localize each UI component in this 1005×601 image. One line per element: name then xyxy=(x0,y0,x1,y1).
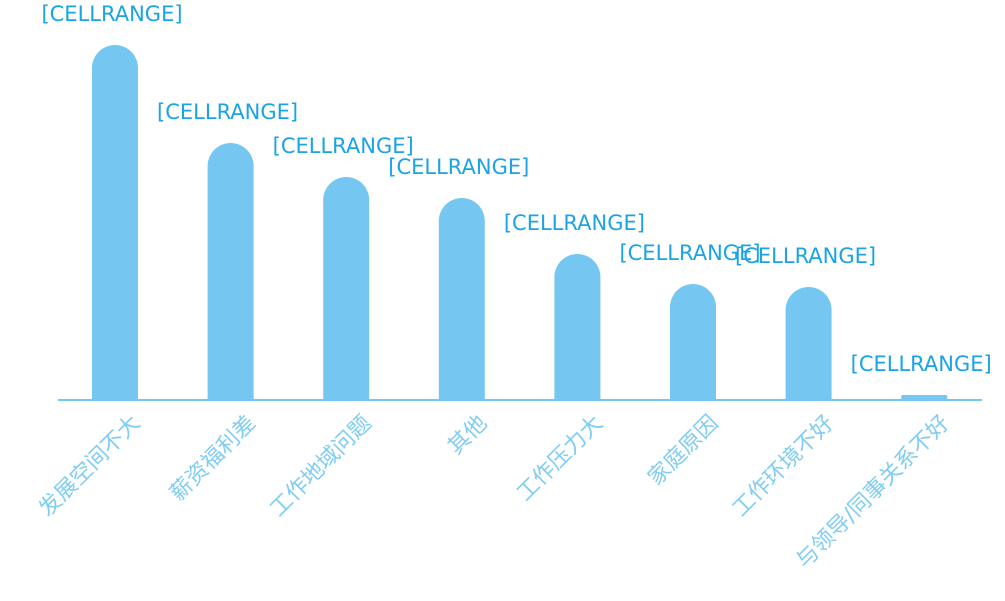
bar xyxy=(670,284,716,400)
value-label: [CELLRANGE] xyxy=(851,352,992,376)
bar xyxy=(785,287,832,400)
value-label: [CELLRANGE] xyxy=(619,241,760,265)
category-label: 其他 xyxy=(443,411,492,460)
bar xyxy=(207,143,254,400)
category-label: 发展空间不大 xyxy=(34,411,145,522)
value-label: [CELLRANGE] xyxy=(273,134,414,158)
category-label: 工作环境不好 xyxy=(728,411,839,522)
value-label: [CELLRANGE] xyxy=(41,2,182,26)
bar xyxy=(901,395,948,400)
bar xyxy=(554,254,601,400)
value-label: [CELLRANGE] xyxy=(504,211,645,235)
value-label: [CELLRANGE] xyxy=(735,244,876,268)
bar xyxy=(323,177,370,400)
bar xyxy=(92,45,138,400)
category-label: 家庭原因 xyxy=(644,411,724,491)
value-label: [CELLRANGE] xyxy=(388,155,529,179)
category-label: 工作压力大 xyxy=(512,411,607,506)
category-label: 薪资福利差 xyxy=(166,411,261,506)
bar xyxy=(438,198,485,400)
category-label: 工作地域问题 xyxy=(266,411,377,522)
value-label: [CELLRANGE] xyxy=(157,100,298,124)
